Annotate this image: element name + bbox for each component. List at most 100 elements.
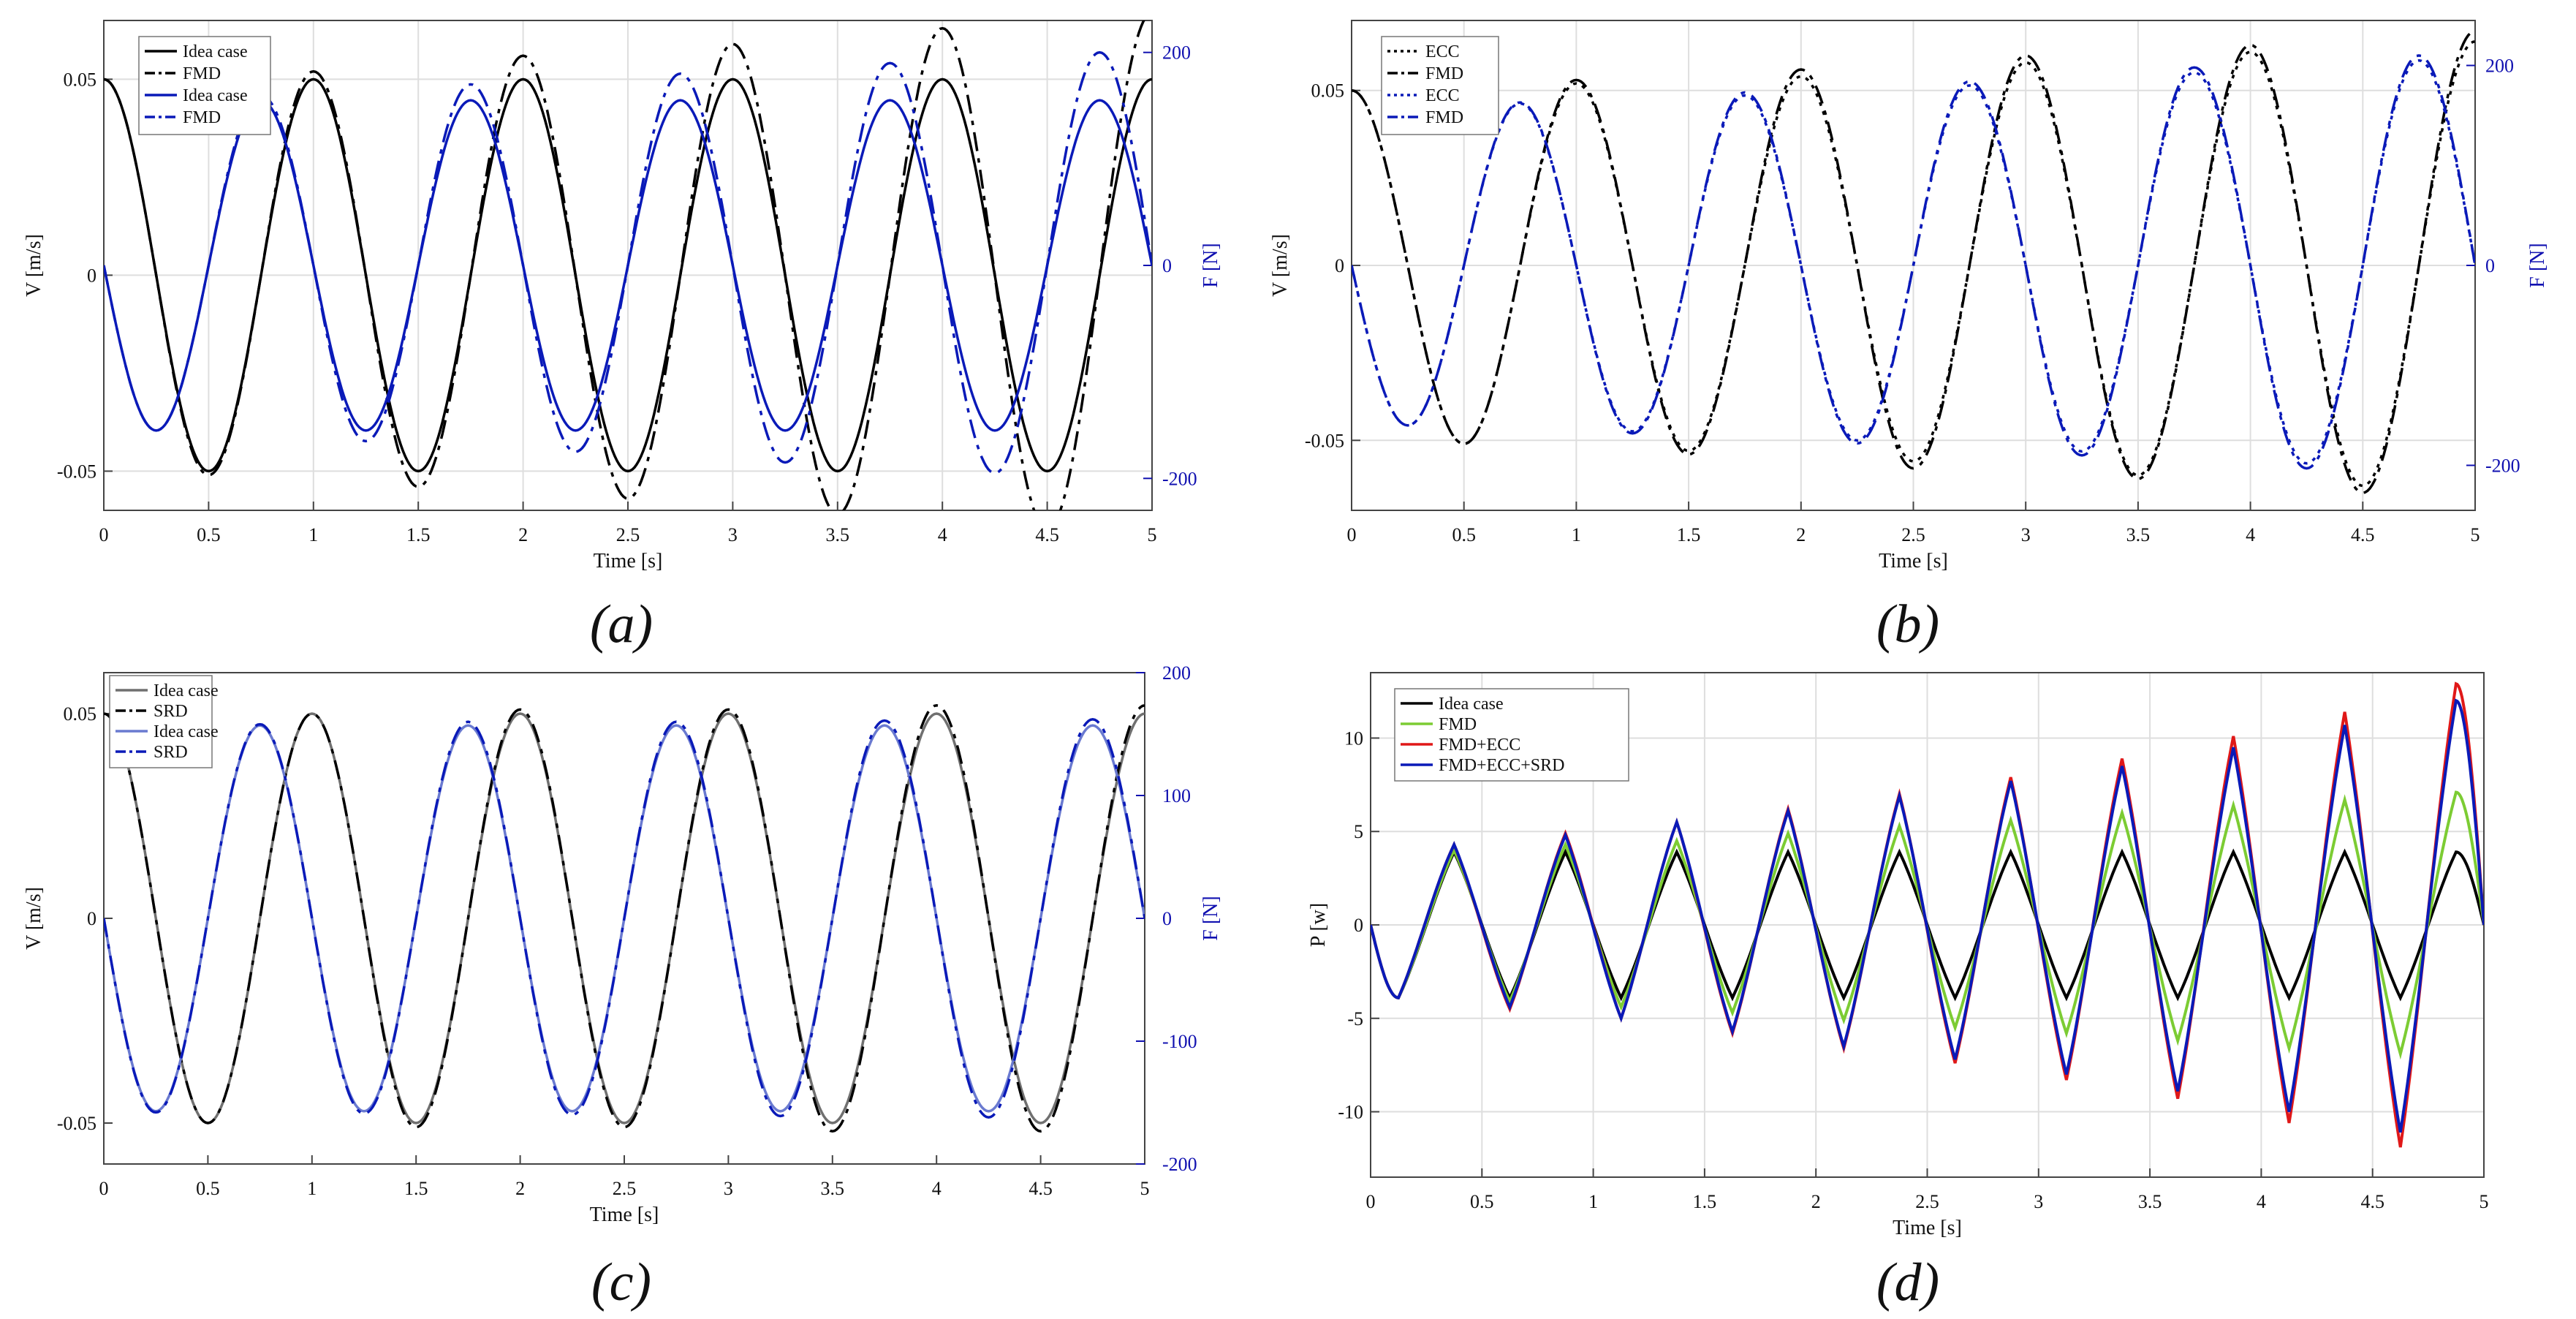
x-axis-label: Time [s] <box>594 550 663 572</box>
y-tick-label: 0.05 <box>64 69 97 90</box>
y-tick-label: 0 <box>1335 255 1344 276</box>
panel-caption: (b) <box>1876 594 1939 654</box>
x-tick-label: 1.5 <box>404 1178 428 1199</box>
series-line-srd <box>104 718 1145 1119</box>
x-tick-label: 5 <box>1148 524 1157 545</box>
x-tick-label: 1 <box>1588 1191 1598 1212</box>
legend-label: Idea case <box>154 681 219 700</box>
panel-caption: (d) <box>1876 1252 1939 1312</box>
x-tick-label: 4 <box>932 1178 942 1199</box>
x-tick-label: 0.5 <box>1452 524 1476 545</box>
x-tick-label: 5 <box>1140 1178 1150 1199</box>
y-right-axis-label: F [N] <box>1200 243 1222 287</box>
x-tick-label: 1 <box>307 1178 317 1199</box>
x-tick-label: 1 <box>1572 524 1581 545</box>
y-axis-label: P [w] <box>1307 903 1330 947</box>
y-tick-label: 0 <box>87 908 96 929</box>
y-axis-label: V [m/s] <box>23 887 45 950</box>
y-right-tick-label: 200 <box>1162 42 1191 64</box>
y-right-axis-label: F [N] <box>1200 896 1222 940</box>
series-line-idea-case <box>104 712 1145 1125</box>
y-right-tick-label: -100 <box>1162 1031 1197 1052</box>
x-tick-label: 2 <box>515 1178 525 1199</box>
legend-label: FMD <box>1425 108 1463 127</box>
x-tick-label: 4 <box>938 524 947 545</box>
x-tick-label: 2.5 <box>613 1178 637 1199</box>
x-tick-label: 4.5 <box>2360 1191 2384 1212</box>
x-tick-label: 3.5 <box>2126 524 2151 545</box>
x-tick-label: 3 <box>2021 524 2031 545</box>
x-axis-label: Time [s] <box>590 1203 659 1226</box>
y-tick-label: -0.05 <box>57 1113 96 1134</box>
legend-label: Idea case <box>1439 695 1504 714</box>
y-tick-label: 0.05 <box>1311 80 1345 102</box>
y-tick-label: -0.05 <box>1305 430 1344 451</box>
y-tick-label: 10 <box>1344 727 1363 749</box>
x-tick-label: 3.5 <box>821 1178 845 1199</box>
x-tick-label: 4.5 <box>1028 1178 1053 1199</box>
x-tick-label: 4 <box>2246 524 2255 545</box>
legend-label: Idea case <box>183 86 248 105</box>
x-tick-label: 3.5 <box>826 524 850 545</box>
legend-label: FMD <box>183 108 221 127</box>
x-tick-label: 2 <box>518 524 528 545</box>
x-tick-label: 3 <box>728 524 738 545</box>
chart-panel-b: 0 0.5 1 1.5 2 2.5 3 3.5 4 4.5 5 Time [s] 0.05 0 -0.05 V… <box>1269 20 2549 572</box>
panel-caption: (c) <box>591 1252 651 1312</box>
x-tick-label: 4.5 <box>1035 524 1059 545</box>
y-tick-label: 0 <box>87 265 96 286</box>
x-tick-label: 1.5 <box>1677 524 1701 545</box>
legend-label: Idea case <box>183 42 248 61</box>
y-right-tick-label: 0 <box>1162 908 1172 929</box>
legend-label: FMD <box>1439 715 1477 734</box>
y-tick-label: -5 <box>1347 1008 1363 1029</box>
series-line-fmd <box>1352 54 2475 470</box>
chart-panel-d: 0 0.5 1 1.5 2 2.5 3 3.5 4 4.5 5 Time [s] 10 5 0 -5 -10 P … <box>1307 672 2489 1239</box>
y-tick-label: -0.05 <box>57 461 96 482</box>
y-right-tick-label: -200 <box>1162 1154 1197 1175</box>
legend-box <box>1394 688 1629 782</box>
y-tick-label: 5 <box>1354 821 1363 842</box>
x-tick-label: 5 <box>2480 1191 2489 1212</box>
x-tick-label: 0.5 <box>196 1178 220 1199</box>
x-tick-label: 0 <box>99 1178 109 1199</box>
y-right-axis-label: F [N] <box>2526 243 2549 287</box>
legend-label: FMD <box>183 64 221 83</box>
y-right-tick-label: 200 <box>2485 56 2514 77</box>
x-axis-label: Time [s] <box>1893 1217 1962 1239</box>
legend-label: FMD+ECC <box>1439 736 1520 755</box>
x-tick-label: 0 <box>1366 1191 1376 1212</box>
x-tick-label: 2 <box>1796 524 1806 545</box>
x-tick-label: 2.5 <box>616 524 640 545</box>
legend-label: FMD <box>1425 64 1463 83</box>
x-tick-label: 2.5 <box>1901 524 1925 545</box>
x-tick-label: 1.5 <box>1693 1191 1717 1212</box>
x-axis-label: Time [s] <box>1879 550 1948 572</box>
y-tick-label: -10 <box>1338 1102 1363 1123</box>
series-line-fmd-ecc-srd <box>1371 698 2484 1133</box>
legend-label: SRD <box>154 702 188 721</box>
x-tick-label: 0 <box>99 524 109 545</box>
series-line-fmd <box>1352 29 2475 494</box>
legend-label: Idea case <box>154 722 219 741</box>
legend-box <box>1381 36 1499 135</box>
legend-label: ECC <box>1425 42 1460 61</box>
chart-panel-a: 0 0.5 1 1.5 2 2.5 3 3.5 4 4.5 5 Time [s] 0.05 0 -0.05 V… <box>23 20 1222 572</box>
y-tick-label: 0.05 <box>64 703 97 725</box>
y-axis-label: V [m/s] <box>1269 234 1292 297</box>
x-tick-label: 1.5 <box>406 524 431 545</box>
legend-label: ECC <box>1425 86 1460 105</box>
x-tick-label: 3 <box>724 1178 733 1199</box>
y-tick-label: 0 <box>1354 915 1363 936</box>
y-right-tick-label: 0 <box>2485 255 2495 276</box>
x-tick-label: 0 <box>1347 524 1357 545</box>
y-right-tick-label: 100 <box>1162 785 1191 806</box>
y-right-tick-label: 0 <box>1162 255 1172 276</box>
series-line-fmd <box>104 50 1152 475</box>
x-tick-label: 3.5 <box>2138 1191 2162 1212</box>
x-tick-label: 1 <box>308 524 318 545</box>
y-right-tick-label: -200 <box>2485 455 2520 476</box>
legend-label: SRD <box>154 743 188 762</box>
chart-panel-c: 0 0.5 1 1.5 2 2.5 3 3.5 4 4.5 5 Time [s] 0.05 0 -0.05 V… <box>23 662 1222 1226</box>
